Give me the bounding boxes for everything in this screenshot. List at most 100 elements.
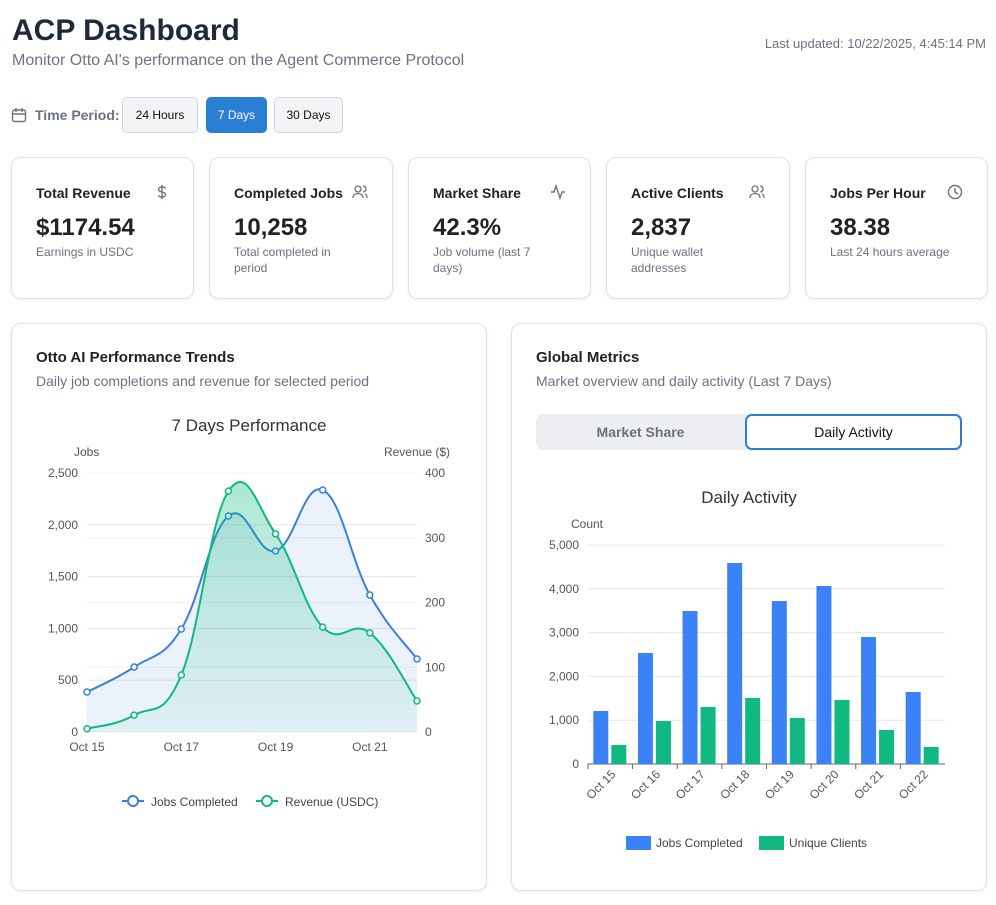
chart-title: Daily Activity: [701, 488, 797, 507]
legend-marker: [261, 795, 273, 807]
legend-swatch: [626, 836, 651, 850]
y-axis-label: Count: [571, 517, 604, 531]
y-tick-label: 2,000: [549, 669, 579, 683]
card-note: Last 24 hours average: [830, 245, 950, 259]
y-tick-label: 1,000: [549, 713, 579, 727]
card-title: Market Share: [433, 185, 521, 201]
y-tick-label: 1,500: [48, 570, 78, 584]
stat-card: Completed Jobs 10,258 Total completed in p…: [209, 157, 393, 299]
y-tick-label: 500: [58, 673, 78, 687]
y2-tick-label: 100: [425, 660, 445, 674]
title: ACP Dashboard: [12, 14, 240, 47]
point: [366, 591, 374, 599]
bar: [745, 697, 761, 764]
y2-tick-label: 300: [425, 531, 445, 545]
card-note: Job volume (last 7 days): [433, 245, 531, 275]
y-tick-label: 1,000: [48, 621, 78, 635]
bar: [727, 563, 743, 764]
point: [177, 625, 186, 633]
chart-title: 7 Days Performance: [172, 416, 327, 435]
bar: [637, 653, 653, 764]
x-tick-label: Oct 19: [762, 767, 797, 802]
y-tick-label: 3,000: [549, 626, 579, 640]
panel: Global Metrics Market overview and daily…: [511, 323, 987, 891]
legend-label: Jobs Completed: [656, 836, 743, 850]
panel-title: Otto AI Performance Trends: [36, 349, 235, 366]
card-value: 38.38: [830, 214, 891, 241]
bar: [682, 611, 698, 764]
legend-label: Unique Clients: [789, 836, 867, 850]
y-axis-label: Jobs: [74, 445, 99, 459]
legend-marker: [127, 795, 139, 807]
y-tick-label: 2,000: [48, 518, 78, 532]
y2-tick-label: 0: [425, 725, 432, 739]
card-value: 10,258: [234, 214, 308, 241]
series-line: [86, 481, 418, 730]
point: [413, 655, 421, 663]
point: [83, 725, 91, 733]
x-tick-label: Oct 17: [673, 767, 708, 802]
bar: [771, 601, 787, 764]
point: [366, 629, 374, 637]
bar: [611, 744, 627, 764]
point: [83, 688, 91, 696]
stat-card: Total Revenue $1174.54 Earnings in USDC: [11, 157, 194, 299]
y2-axis-label: Revenue ($): [384, 445, 450, 459]
bar: [861, 636, 877, 764]
bar: [816, 585, 832, 764]
y-tick-label: 4,000: [549, 582, 579, 596]
bar: [789, 718, 805, 764]
point: [130, 711, 138, 719]
point: [130, 663, 138, 671]
x-tick-label: Oct 21: [851, 767, 886, 802]
period-button[interactable]: 7 Days: [206, 97, 267, 133]
x-tick-label: Oct 22: [896, 767, 931, 802]
icon: [947, 184, 963, 200]
icon: [749, 185, 765, 199]
icon: [551, 184, 565, 200]
point: [318, 486, 327, 494]
icon: [352, 185, 368, 199]
point: [177, 671, 186, 679]
icon: [157, 185, 167, 199]
legend-label: Jobs Completed: [151, 795, 238, 809]
tab[interactable]: Market Share: [596, 424, 685, 440]
card-note: Unique wallet addresses: [631, 245, 704, 275]
period-button[interactable]: 30 Days: [274, 97, 343, 133]
y-tick-label: 0: [71, 725, 78, 739]
point: [413, 697, 421, 705]
y2-tick-label: 400: [425, 466, 445, 480]
legend-label: Revenue (USDC): [285, 795, 378, 809]
card-title: Active Clients: [631, 185, 724, 201]
bar: [655, 720, 671, 764]
card-note: Total completed in period: [234, 245, 331, 275]
bar: [879, 730, 895, 764]
bar: [834, 700, 850, 764]
point: [318, 623, 327, 631]
point: [271, 530, 280, 538]
card-title: Jobs Per Hour: [830, 185, 926, 201]
calendar-icon: [11, 108, 27, 123]
x-tick-label: Oct 15: [584, 767, 619, 802]
card-value: $1174.54: [36, 214, 135, 241]
y-tick-label: 5,000: [549, 538, 579, 552]
card-value: 42.3%: [433, 214, 502, 241]
x-tick-label: Oct 19: [258, 740, 294, 754]
stat-card: Market Share 42.3% Job volume (last 7 days…: [408, 157, 591, 299]
legend-swatch: [759, 836, 784, 850]
period-button[interactable]: 24 Hours: [122, 97, 198, 133]
stat-card: Jobs Per Hour 38.38 Last 24 hours average: [805, 157, 988, 299]
point: [224, 487, 233, 495]
bar: [700, 707, 716, 764]
tab[interactable]: Daily Activity: [745, 414, 962, 450]
x-tick-label: Oct 21: [352, 740, 388, 754]
card-note: Earnings in USDC: [36, 245, 134, 259]
x-tick-label: Oct 17: [164, 740, 200, 754]
panel-subtitle: Market overview and daily activity (Last…: [536, 373, 832, 389]
bar: [923, 747, 939, 764]
time-period-label: Time Period:: [35, 107, 120, 123]
x-tick-label: Oct 15: [69, 740, 105, 754]
panel-title: Global Metrics: [536, 349, 640, 366]
stat-card: Active Clients 2,837 Unique wallet address…: [606, 157, 790, 299]
